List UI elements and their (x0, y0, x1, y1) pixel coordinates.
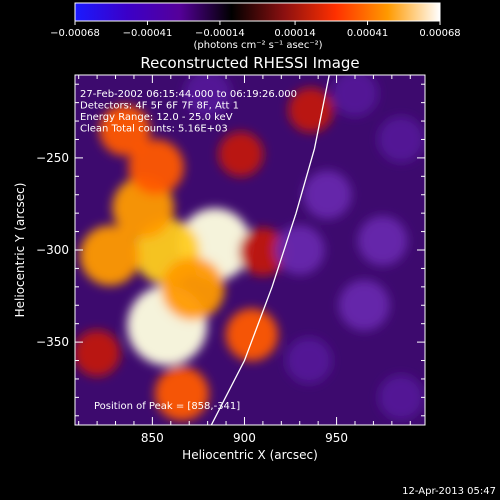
colorbar-tick-label: −0.00041 (123, 28, 173, 39)
heatmap-source (225, 308, 279, 361)
annotation-line: 27-Feb-2002 06:15:44.000 to 06:19:26.000 (80, 89, 297, 100)
colorbar-bar (74, 2, 441, 22)
y-tick-label: −350 (36, 335, 69, 349)
colorbar-tick-label: −0.00014 (195, 28, 245, 39)
colorbar-unit-label: (photons cm⁻² s⁻¹ asec⁻²) (193, 40, 322, 51)
heatmap-source (378, 374, 424, 420)
heatmap-source (274, 225, 325, 275)
heatmap-image (75, 75, 425, 421)
x-tick-label: 900 (233, 431, 256, 445)
heatmap-source (183, 75, 232, 118)
heatmap-source (161, 257, 225, 321)
axis-ticks: 850 900 950 −250 −300 −350 (36, 75, 425, 445)
heatmap-source (154, 366, 209, 421)
annotations: 27-Feb-2002 06:15:44.000 to 06:19:26.000… (80, 89, 297, 135)
annotation-line: Clean Total counts: 5.16E+03 (80, 124, 228, 135)
heatmap-source (338, 279, 390, 331)
heatmap-source (303, 170, 352, 219)
heatmap-source (357, 215, 408, 266)
y-tick-label: −250 (36, 151, 69, 165)
heatmap-source (285, 337, 333, 384)
x-axis-label: Heliocentric X (arcsec) (182, 448, 318, 462)
y-axis-label: Heliocentric Y (arcsec) (13, 183, 27, 318)
heatmap-source (377, 116, 425, 163)
colorbar-tick-label: 0.00014 (274, 28, 315, 39)
x-tick-label: 950 (325, 431, 348, 445)
colorbar-tick-label: 0.00068 (419, 28, 460, 39)
chart-title: Reconstructed RHESSI Image (140, 54, 359, 72)
annotation-line: Energy Range: 12.0 - 25.0 keV (80, 112, 233, 123)
heatmap-source (75, 329, 121, 377)
heatmap-source (99, 104, 151, 156)
colorbar: −0.00068 −0.00041 −0.00014 0.00014 0.00041 0.… (50, 2, 461, 51)
heatmap-source (218, 131, 264, 177)
colorbar-ticks: −0.00068 −0.00041 −0.00014 0.00014 0.00041 0.… (50, 21, 461, 39)
heatmap-source (331, 75, 379, 117)
heatmap-source (288, 87, 334, 133)
heatmap-source (79, 225, 141, 286)
colorbar-tick-label: 0.00041 (347, 28, 388, 39)
heatmap-source (128, 139, 184, 195)
heatmap-source (238, 227, 287, 276)
y-tick-label: −300 (36, 243, 69, 257)
plot-area: 850 900 950 −250 −300 −350 (36, 74, 426, 445)
annotation-line: Detectors: 4F 5F 6F 7F 8F, Att 1 (80, 101, 239, 112)
footer-date: 12-Apr-2013 05:47 (402, 486, 496, 497)
colorbar-tick-label: −0.00068 (50, 28, 100, 39)
peak-position-label: Position of Peak = [858,-341] (94, 401, 240, 412)
solar-limb-line (210, 75, 330, 425)
x-tick-label: 850 (141, 431, 164, 445)
